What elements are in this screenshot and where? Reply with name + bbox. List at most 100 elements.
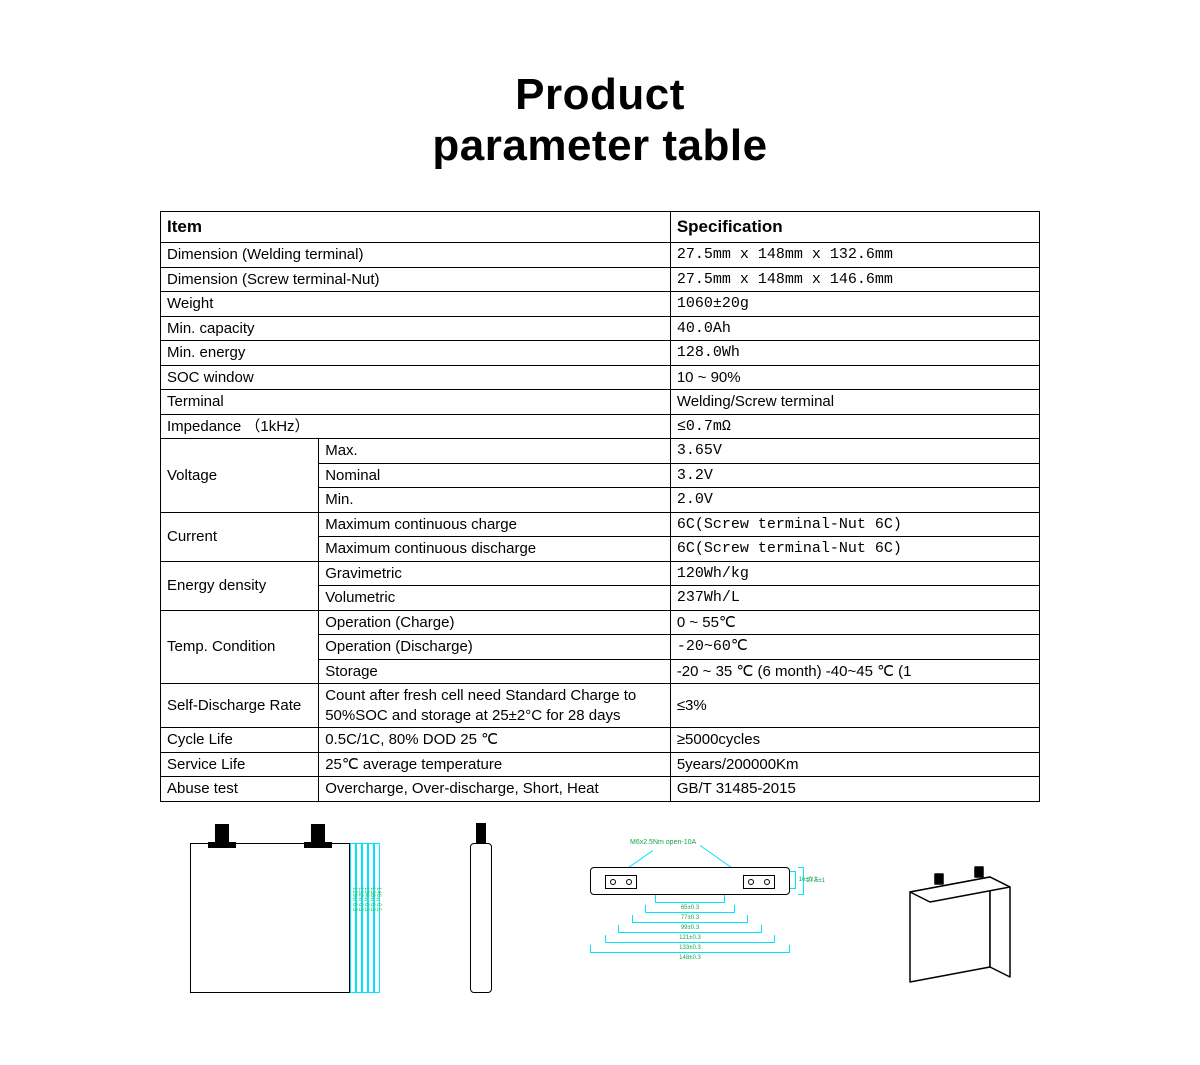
cell-body <box>190 843 350 993</box>
header-item: Item <box>161 212 671 243</box>
table-row: Temp. Condition Operation (Charge) 0 ~ 5… <box>161 610 1040 635</box>
cell-spec: 120Wh/kg <box>670 561 1039 586</box>
dim-bracket: 133±0.3 <box>605 935 775 943</box>
cell-spec: 6C(Screw terminal-Nut 6C) <box>670 512 1039 537</box>
terminal-icon <box>476 823 486 843</box>
cell-spec: GB/T 31485-2015 <box>670 777 1039 802</box>
cell-spec: 0 ~ 55℃ <box>670 610 1039 635</box>
cell-spec: 3.2V <box>670 463 1039 488</box>
title-line2: parameter table <box>432 121 767 170</box>
cell-item: Min. energy <box>161 341 671 366</box>
hole-icon <box>748 879 754 885</box>
cell-spec: 2.0V <box>670 488 1039 513</box>
cell-key: Gravimetric <box>319 561 671 586</box>
cell-key: Maximum continuous charge <box>319 512 671 537</box>
cell-spec: 40.0Ah <box>670 316 1039 341</box>
cell-top <box>590 867 790 895</box>
cell-item: Terminal <box>161 390 671 415</box>
terminal-pad <box>605 875 637 889</box>
cell-key: Maximum continuous discharge <box>319 537 671 562</box>
cell-cond: Count after fresh cell need Standard Cha… <box>319 684 671 728</box>
cell-spec: 10 ~ 90% <box>670 365 1039 390</box>
table-row: Impedance （1kHz） ≤0.7mΩ <box>161 414 1040 439</box>
diagram-top-view: M6x2.5Nm open-10A 65±0.3 77±0.3 99±0.3 1… <box>570 827 830 1002</box>
dim-bracket: 16±0.3 <box>790 871 796 889</box>
cell-key: Nominal <box>319 463 671 488</box>
table-row: Terminal Welding/Screw terminal <box>161 390 1040 415</box>
diagram-front-view: 129±0.5 132±0.5 134±0.5 138±0.5 146±0.5 <box>170 827 390 1002</box>
group-service-life: Service Life <box>161 752 319 777</box>
hole-icon <box>610 879 616 885</box>
cell-key: Operation (Charge) <box>319 610 671 635</box>
terminal-pad <box>743 875 775 889</box>
cell-cond: Overcharge, Over-discharge, Short, Heat <box>319 777 671 802</box>
table-row: Voltage Max. 3.65V <box>161 439 1040 464</box>
cell-key: Volumetric <box>319 586 671 611</box>
cell-spec: ≤0.7mΩ <box>670 414 1039 439</box>
cell-spec: 3.65V <box>670 439 1039 464</box>
cell-item: Dimension (Welding terminal) <box>161 243 671 268</box>
cell-spec: Welding/Screw terminal <box>670 390 1039 415</box>
dim-box <box>374 843 380 993</box>
cell-item: SOC window <box>161 365 671 390</box>
diagram-side-view <box>440 827 520 1002</box>
dim-bracket: 27.5±1 <box>798 867 804 895</box>
dim-label: 148±0.3 <box>679 955 701 961</box>
dim-bracket: 99±0.3 <box>632 915 748 923</box>
table-row: Self-Discharge Rate Count after fresh ce… <box>161 684 1040 728</box>
cell-key: Min. <box>319 488 671 513</box>
cell-cond: 25℃ average temperature <box>319 752 671 777</box>
spec-table: Item Specification Dimension (Welding te… <box>160 211 1040 802</box>
page: Product parameter table Item Specificati… <box>0 0 1200 1022</box>
diagrams-row: 129±0.5 132±0.5 134±0.5 138±0.5 146±0.5 … <box>160 827 1040 1002</box>
cell-spec: 237Wh/L <box>670 586 1039 611</box>
table-row: Cycle Life 0.5C/1C, 80% DOD 25 ℃ ≥5000cy… <box>161 728 1040 753</box>
table-row: Min. capacity 40.0Ah <box>161 316 1040 341</box>
table-row: Current Maximum continuous charge 6C(Scr… <box>161 512 1040 537</box>
table-row: Energy density Gravimetric 120Wh/kg <box>161 561 1040 586</box>
table-row: Dimension (Screw terminal-Nut) 27.5mm x … <box>161 267 1040 292</box>
table-row: Min. energy 128.0Wh <box>161 341 1040 366</box>
dim-label: 146±0.5 <box>375 887 381 911</box>
dim-label: 27.5±1 <box>807 878 825 884</box>
header-spec: Specification <box>670 212 1039 243</box>
dim-bracket: 121±0.3 <box>618 925 762 933</box>
table-row: Dimension (Welding terminal) 27.5mm x 14… <box>161 243 1040 268</box>
cell-spec: 5years/200000Km <box>670 752 1039 777</box>
cell-spec: ≥5000cycles <box>670 728 1039 753</box>
hole-icon <box>626 879 632 885</box>
table-row: Weight 1060±20g <box>161 292 1040 317</box>
table-row: SOC window 10 ~ 90% <box>161 365 1040 390</box>
cell-spec: 1060±20g <box>670 292 1039 317</box>
diagram-isometric <box>880 852 1030 1002</box>
dim-bracket: 65±0.3 <box>655 895 725 903</box>
cell-item: Weight <box>161 292 671 317</box>
cell-item: Impedance （1kHz） <box>161 414 671 439</box>
cell-spec: 6C(Screw terminal-Nut 6C) <box>670 537 1039 562</box>
cell-key: Max. <box>319 439 671 464</box>
cell-item: Dimension (Screw terminal-Nut) <box>161 267 671 292</box>
cell-item: Min. capacity <box>161 316 671 341</box>
cell-cond: 0.5C/1C, 80% DOD 25 ℃ <box>319 728 671 753</box>
cell-spec: 27.5mm x 148mm x 132.6mm <box>670 243 1039 268</box>
title-line1: Product <box>515 70 685 119</box>
cell-body <box>470 843 492 993</box>
cell-iso-icon <box>880 852 1030 1002</box>
cell-spec: -20 ~ 35 ℃ (6 month) -40~45 ℃ (1 <box>670 659 1039 684</box>
dim-bracket: 148±0.3 <box>590 945 790 953</box>
table-row: Abuse test Overcharge, Over-discharge, S… <box>161 777 1040 802</box>
group-self-discharge: Self-Discharge Rate <box>161 684 319 728</box>
hole-icon <box>764 879 770 885</box>
cell-spec: 128.0Wh <box>670 341 1039 366</box>
dim-title: M6x2.5Nm open-10A <box>630 839 696 846</box>
page-title: Product parameter table <box>160 70 1040 171</box>
cell-spec: ≤3% <box>670 684 1039 728</box>
terminal-flange <box>304 842 332 848</box>
cell-key: Storage <box>319 659 671 684</box>
group-abuse: Abuse test <box>161 777 319 802</box>
terminal-flange <box>208 842 236 848</box>
group-temp: Temp. Condition <box>161 610 319 684</box>
cell-key: Operation (Discharge) <box>319 635 671 660</box>
table-header-row: Item Specification <box>161 212 1040 243</box>
cell-spec: 27.5mm x 148mm x 146.6mm <box>670 267 1039 292</box>
